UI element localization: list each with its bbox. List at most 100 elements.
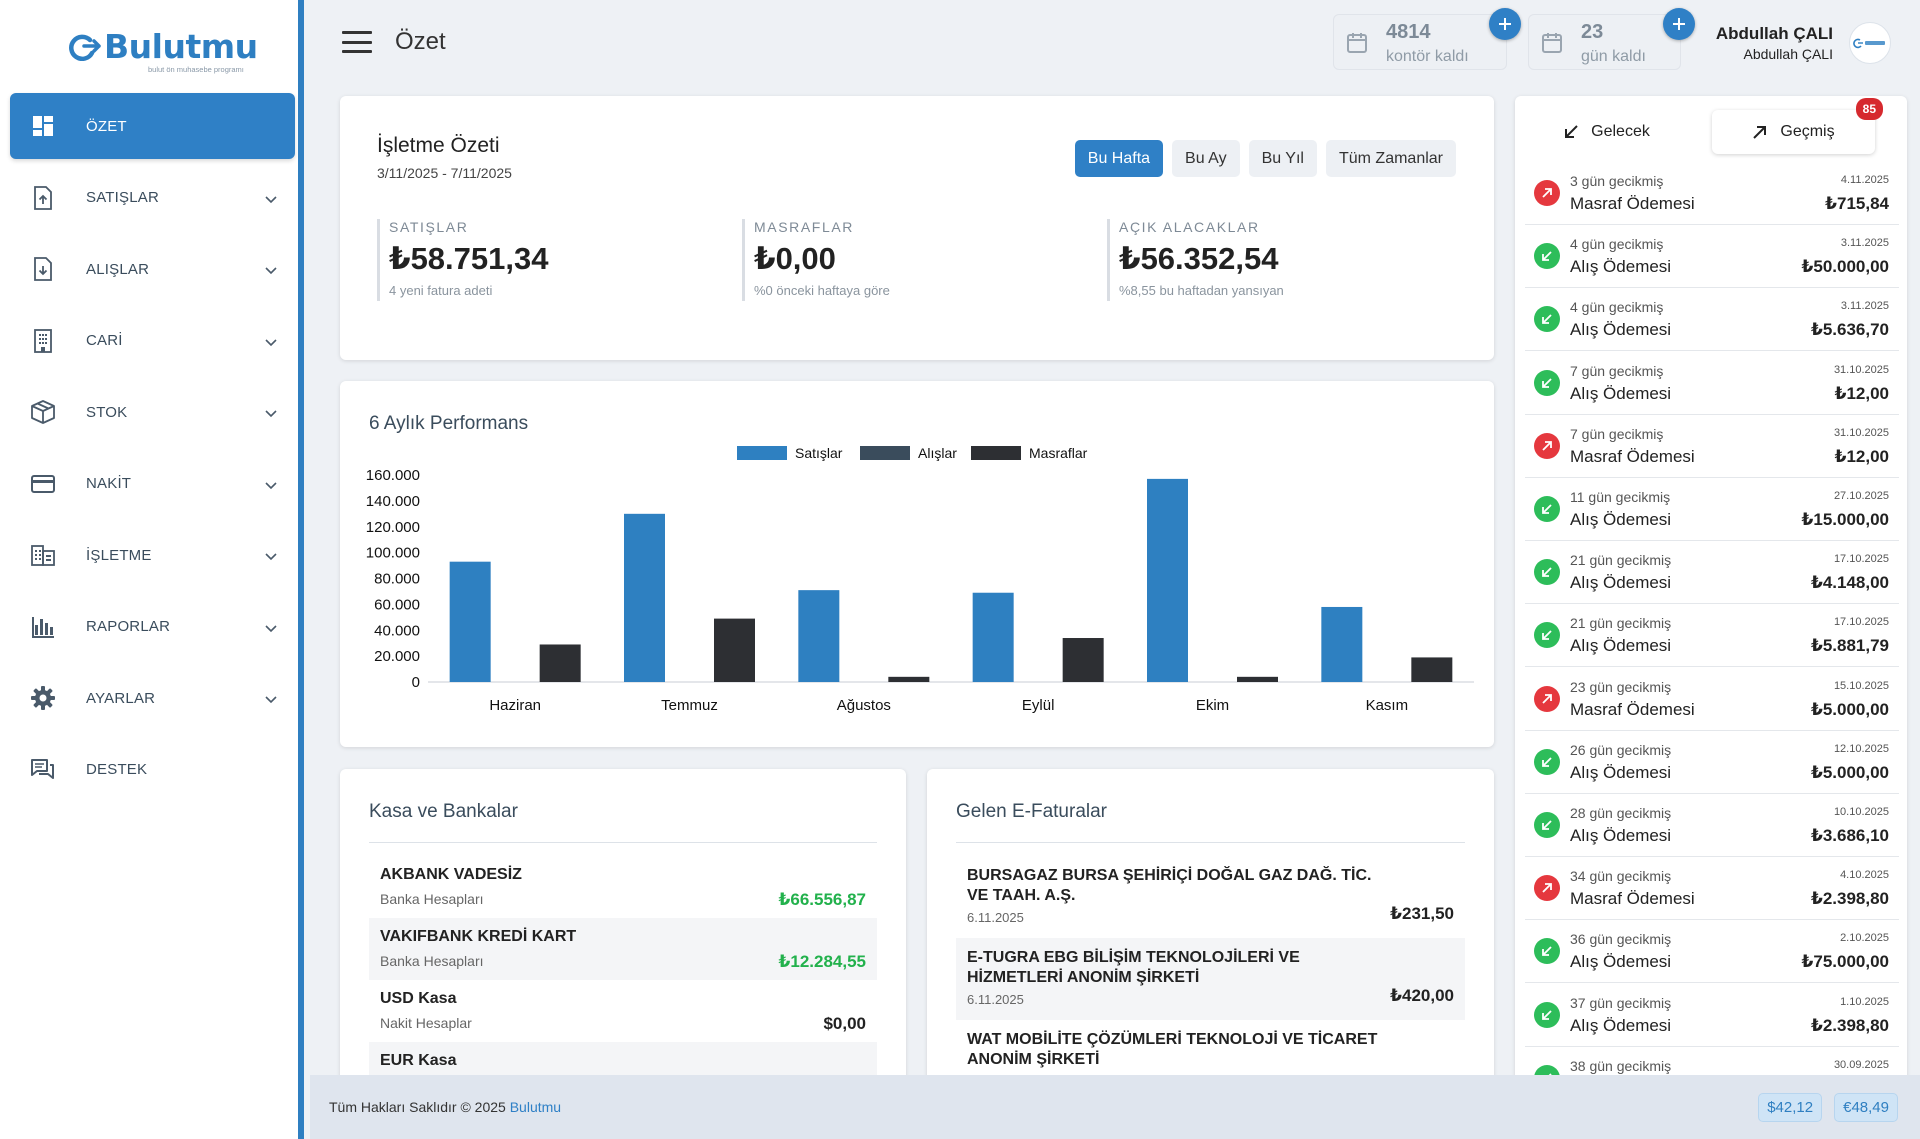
legend-item-masraflar[interactable]: Masraflar	[971, 445, 1088, 461]
legend-item-alışlar[interactable]: Alışlar	[860, 445, 957, 461]
sidebar-item-box[interactable]: STOK	[10, 379, 295, 445]
payment-row[interactable]: 11 gün gecikmiş Alış Ödemesi 27.10.2025 …	[1525, 479, 1899, 541]
payment-row[interactable]: 23 gün gecikmiş Masraf Ödemesi 15.10.202…	[1525, 669, 1899, 731]
purchase-status-icon	[1534, 748, 1560, 775]
einvoice-sender: E-TUGRA EBG BİLİŞİM TEKNOLOJİLERİ VE HİZ…	[967, 949, 1300, 986]
payment-date: 1.10.2025	[1840, 995, 1889, 1008]
payment-delay: 3 gün gecikmiş	[1570, 173, 1664, 189]
metric-note: 4 yeni fatura adeti	[389, 283, 493, 298]
payment-row[interactable]: 7 gün gecikmiş Alış Ödemesi 31.10.2025 ₺…	[1525, 353, 1899, 415]
chevron-down-icon	[265, 553, 277, 561]
menu-toggle-icon[interactable]	[342, 31, 372, 53]
einvoice-row[interactable]: WAT MOBİLİTE ÇÖZÜMLERİ TEKNOLOJİ VE TİCA…	[956, 1020, 1465, 1102]
bar-ekim-masraflar[interactable]	[1237, 676, 1278, 682]
payment-row[interactable]: 26 gün gecikmiş Alış Ödemesi 12.10.2025 …	[1525, 732, 1899, 794]
arrow-up-right-icon	[1542, 693, 1552, 704]
sidebar-item-file-download[interactable]: ALIŞLAR	[10, 236, 295, 302]
payment-row[interactable]: 21 gün gecikmiş Alış Ödemesi 17.10.2025 …	[1525, 542, 1899, 605]
plus-icon	[1499, 18, 1511, 30]
tab-upcoming[interactable]: Gelecek	[1525, 110, 1688, 154]
metric-receivables[interactable]: AÇIK ALACAKLAR ₺56.352,54 %8,55 bu hafta…	[1107, 219, 1284, 301]
payment-row[interactable]: 4 gün gecikmiş Alış Ödemesi 3.11.2025 ₺5…	[1525, 289, 1899, 352]
chevron-down-icon	[265, 624, 277, 632]
bar-kasım-satışlar[interactable]	[1321, 606, 1363, 682]
payment-title: Alış Ödemesi	[1570, 952, 1672, 972]
dashboard-icon	[30, 113, 56, 139]
payment-row[interactable]: 28 gün gecikmiş Alış Ödemesi 10.10.2025 …	[1525, 795, 1899, 857]
einvoice-row[interactable]: BURSAGAZ BURSA ŞEHİRİÇİ DOĞAL GAZ DAĞ. T…	[956, 856, 1465, 938]
filter-all-time-button[interactable]: Tüm Zamanlar	[1325, 140, 1456, 177]
performance-bar-chart: 0 20.000 40.000 60.000 80.000 100.000 120.000 1…	[366, 445, 1474, 714]
payment-title: Alış Ödemesi	[1570, 636, 1672, 656]
metric-sales[interactable]: SATIŞLAR ₺58.751,34 4 yeni fatura adeti	[377, 219, 548, 301]
purchase-status-icon	[1534, 938, 1560, 965]
payment-row[interactable]: 37 gün gecikmiş Alış Ödemesi 1.10.2025 ₺…	[1525, 985, 1899, 1047]
payment-date: 15.10.2025	[1833, 679, 1889, 692]
payment-row[interactable]: 34 gün gecikmiş Masraf Ödemesi 4.10.2025…	[1525, 858, 1899, 921]
user-info[interactable]: Abdullah ÇALI Abdullah ÇALI	[1716, 24, 1833, 62]
einvoice-amount: ₺420,00	[1390, 986, 1454, 1005]
bar-ekim-satışlar[interactable]	[1147, 478, 1188, 682]
metric-expenses[interactable]: MASRAFLAR ₺0,00 %0 önceki haftaya göre	[742, 219, 890, 301]
office-icon	[30, 542, 56, 568]
x-tick-label: Kasım	[1366, 697, 1409, 714]
purchase-status-icon	[1534, 559, 1560, 586]
payment-delay: 38 gün gecikmiş	[1570, 1057, 1672, 1074]
payment-row[interactable]: 4 gün gecikmiş Alış Ödemesi 3.11.2025 ₺5…	[1525, 226, 1899, 289]
brand-logo[interactable]: Bulutmu bulut ön muhasebe programı	[62, 26, 258, 74]
y-tick-label: 160.000	[366, 467, 420, 484]
bar-temmuz-masraflar[interactable]	[714, 618, 755, 682]
x-tick-label: Haziran	[489, 697, 541, 714]
bar-eylül-satışlar[interactable]	[972, 592, 1014, 682]
sidebar-item-label: NAKİT	[86, 475, 132, 492]
sidebar-item-gear[interactable]: AYARLAR	[10, 665, 295, 731]
account-row[interactable]: USD Kasa Nakit Hesaplar $0,00	[369, 980, 877, 1042]
filter-this-week-button[interactable]: Bu Hafta	[1074, 140, 1164, 177]
legend-item-satışlar[interactable]: Satışlar	[737, 445, 843, 461]
filter-this-year-button[interactable]: Bu Yıl	[1248, 140, 1317, 177]
account-type: Banka Hesapları	[380, 953, 484, 969]
sidebar-item-building[interactable]: CARİ	[10, 308, 295, 374]
einvoice-row[interactable]: E-TUGRA EBG BİLİŞİM TEKNOLOJİLERİ VE HİZ…	[956, 938, 1465, 1020]
x-tick-label: Ağustos	[837, 697, 891, 714]
bar-ağustos-satışlar[interactable]	[798, 590, 840, 682]
payment-delay: 34 gün gecikmiş	[1570, 868, 1672, 885]
metric-label: AÇIK ALACAKLAR	[1119, 219, 1260, 235]
arrow-down-left-icon	[1542, 567, 1552, 578]
payment-title: Alış Ödemesi	[1570, 762, 1672, 782]
payment-row[interactable]: 21 gün gecikmiş Alış Ödemesi 17.10.2025 …	[1525, 605, 1899, 668]
footer-brand-link[interactable]: Bulutmu	[509, 1099, 562, 1115]
bar-kasım-masraflar[interactable]	[1411, 657, 1453, 682]
sidebar-item-chat[interactable]: DESTEK	[10, 737, 295, 803]
add-credits-button[interactable]	[1489, 8, 1521, 40]
days-counter: 23 gün kaldı	[1528, 8, 1695, 70]
sidebar-item-bar-chart[interactable]: RAPORLAR	[10, 594, 295, 660]
arrow-up-right-icon	[1542, 440, 1552, 451]
account-row[interactable]: VAKIFBANK KREDİ KART Banka Hesapları ₺12…	[369, 918, 877, 980]
payment-row[interactable]: 7 gün gecikmiş Masraf Ödemesi 31.10.2025…	[1525, 416, 1899, 478]
chevron-down-icon	[265, 267, 277, 275]
payment-row[interactable]: 36 gün gecikmiş Alış Ödemesi 2.10.2025 ₺…	[1525, 921, 1899, 984]
bar-haziran-masraflar[interactable]	[539, 644, 581, 682]
account-row[interactable]: AKBANK VADESİZ Banka Hesapları ₺66.556,8…	[369, 856, 877, 918]
copyright-label: Tüm Hakları Saklıdır © 2025	[329, 1099, 506, 1115]
sidebar-item-dashboard[interactable]: ÖZET	[10, 93, 295, 159]
einvoices-title: Gelen E-Faturalar	[956, 801, 1108, 822]
tab-past[interactable]: Geçmiş 85	[1712, 98, 1883, 154]
payment-row[interactable]: 3 gün gecikmiş Masraf Ödemesi 4.11.2025 …	[1525, 163, 1899, 225]
payment-title: Alış Ödemesi	[1570, 383, 1672, 403]
sidebar-item-credit-card[interactable]: NAKİT	[10, 451, 295, 517]
sidebar-item-office[interactable]: İŞLETME	[10, 522, 295, 588]
account-name: USD Kasa	[380, 990, 457, 1007]
account-balance: ₺12.284,55	[778, 952, 866, 971]
bar-temmuz-satışlar[interactable]	[624, 513, 665, 682]
sidebar-item-file-upload[interactable]: SATIŞLAR	[10, 165, 295, 231]
bar-eylül-masraflar[interactable]	[1062, 638, 1104, 682]
bar-haziran-satışlar[interactable]	[449, 561, 491, 682]
arrow-down-left-icon	[1542, 377, 1552, 388]
bar-ağustos-masraflar[interactable]	[888, 676, 930, 682]
avatar[interactable]	[1849, 22, 1891, 64]
add-days-button[interactable]	[1663, 8, 1695, 40]
payment-date: 30.09.2025	[1833, 1058, 1889, 1071]
filter-this-month-button[interactable]: Bu Ay	[1172, 140, 1240, 177]
